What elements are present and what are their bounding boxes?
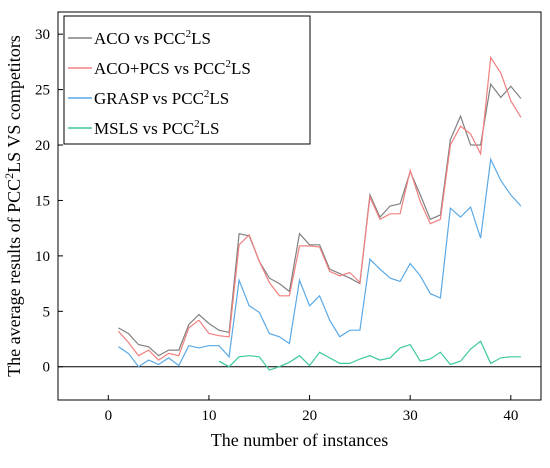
y-tick-label: 15 [35, 193, 50, 209]
y-tick-label: 30 [35, 27, 50, 43]
series-line-0 [118, 82, 522, 357]
legend-box [63, 15, 311, 145]
x-tick-label: 30 [403, 408, 418, 424]
y-tick-label: 10 [35, 249, 50, 265]
series-layer [117, 55, 522, 371]
x-tick-label: 10 [201, 408, 216, 424]
series-line-3 [218, 340, 521, 371]
x-tick-label: 20 [302, 408, 317, 424]
y-tick-label: 20 [35, 138, 50, 154]
x-axis-title: The number of instances [211, 430, 388, 450]
y-tick-label: 5 [43, 304, 51, 320]
y-axis-ticks: 0 5 10 15 20 25 30 [35, 27, 63, 376]
x-tick-label: 0 [105, 408, 113, 424]
x-axis-ticks: 0 10 20 30 40 [105, 395, 518, 424]
legend: ACO vs PCC2LS ACO+PCS vs PCC2LS GRASP vs P… [63, 15, 311, 145]
legend-label-3: MSLS vs PCC2LS [94, 118, 220, 138]
y-axis-title: The average results of PCC2LS VS competi… [2, 35, 24, 377]
plot-frame [57, 11, 542, 401]
plot-border [57, 11, 542, 401]
legend-label-1: ACO+PCS vs PCC2LS [94, 58, 251, 78]
series-line-1 [117, 55, 522, 361]
legend-label-2: GRASP vs PCC2LS [94, 88, 229, 108]
y-tick-label: 0 [43, 360, 51, 376]
y-tick-label: 25 [35, 83, 50, 99]
series-line-2 [118, 157, 522, 368]
x-tick-label: 40 [503, 408, 518, 424]
legend-label-0: ACO vs PCC2LS [94, 28, 211, 48]
